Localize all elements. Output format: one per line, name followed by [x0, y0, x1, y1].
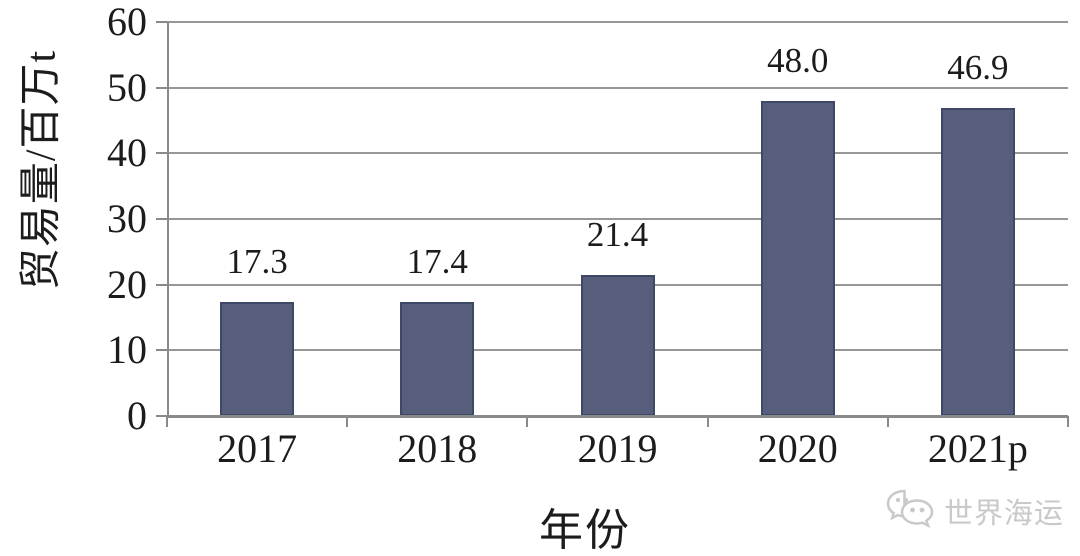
x-boundary-tick [706, 416, 709, 427]
y-tick [156, 86, 167, 89]
x-boundary-tick [346, 416, 349, 427]
x-tick-label: 2019 [577, 426, 658, 471]
x-tick-label: 2020 [757, 426, 838, 471]
x-boundary-tick [1067, 416, 1069, 427]
bar-2019 [580, 275, 655, 416]
bar-value-label: 48.0 [767, 40, 829, 80]
watermark: 世界海运 [884, 488, 1064, 534]
y-tick [156, 349, 167, 352]
x-boundary-tick [526, 416, 529, 427]
bar-value-label: 17.3 [226, 242, 288, 282]
x-tick-label: 2017 [217, 426, 298, 471]
bar-value-label: 21.4 [586, 215, 649, 255]
y-tick-label: 50 [107, 64, 147, 110]
y-tick-label: 0 [127, 393, 147, 438]
x-tick-label: 2021p [927, 426, 1028, 471]
watermark-text: 世界海运 [944, 498, 1065, 530]
y-tick [156, 283, 167, 286]
x-boundary-tick [886, 416, 889, 427]
gridline [167, 86, 1068, 89]
x-axis-line [167, 415, 1068, 418]
y-tick [156, 152, 167, 155]
y-tick-label: 60 [107, 0, 147, 44]
bar-2021p [940, 108, 1015, 416]
bar-2017 [220, 302, 295, 416]
bar-value-label: 17.4 [406, 241, 468, 281]
bar-value-label: 46.9 [947, 48, 1009, 88]
gridline [167, 21, 1068, 23]
bar-2020 [760, 100, 835, 416]
y-tick [156, 21, 167, 23]
y-tick-label: 30 [107, 196, 147, 241]
y-tick [156, 218, 167, 220]
y-tick [156, 415, 167, 417]
gridline [167, 152, 1068, 155]
wechat-icon [886, 489, 934, 528]
x-tick-label: 2018 [397, 426, 478, 471]
y-tick-label: 20 [107, 261, 147, 307]
x-boundary-tick [166, 416, 168, 427]
x-axis-title: 年份 [539, 506, 631, 555]
gridline [167, 218, 1068, 220]
bar-2018 [400, 301, 475, 416]
y-axis-line [167, 22, 169, 418]
y-tick-label: 40 [107, 130, 147, 176]
y-tick-label: 10 [107, 327, 147, 373]
